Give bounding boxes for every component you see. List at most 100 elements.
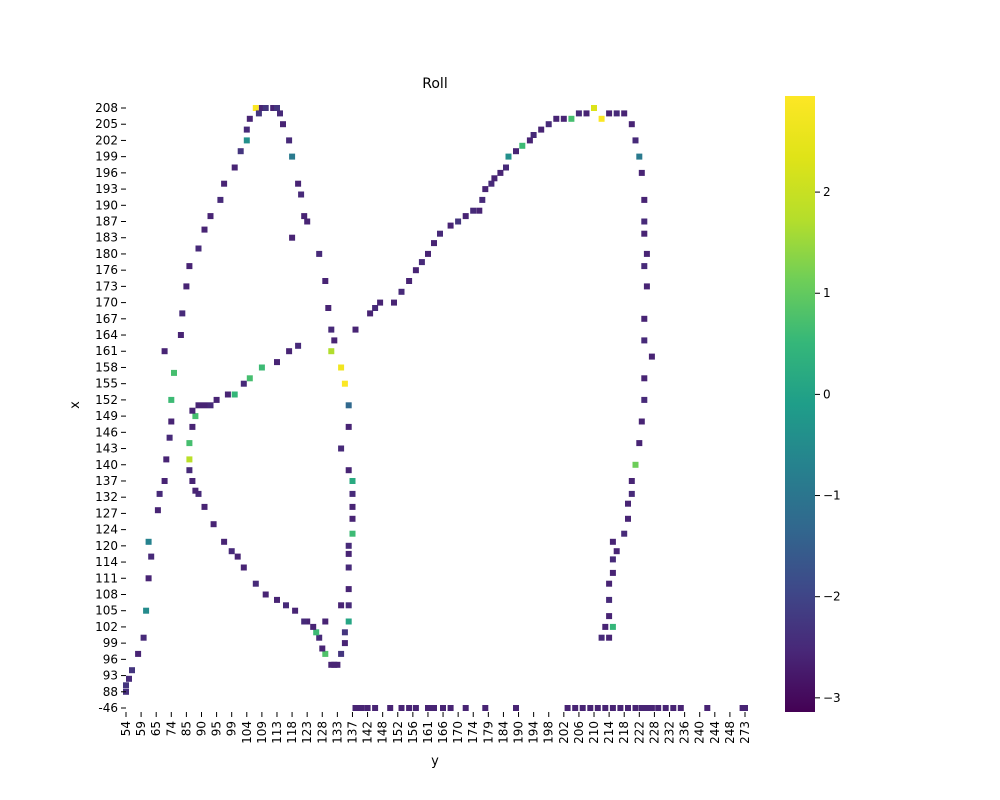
heatmap-cell bbox=[594, 705, 601, 711]
heatmap-cell bbox=[270, 105, 277, 111]
heatmap-cell bbox=[240, 380, 247, 387]
heatmap-cell bbox=[648, 705, 655, 711]
heatmap-cell bbox=[210, 521, 217, 528]
heatmap-cell bbox=[462, 213, 469, 220]
heatmap-cell bbox=[145, 575, 152, 582]
y-tick-label: 152 bbox=[95, 393, 118, 407]
y-tick-label: 196 bbox=[95, 166, 118, 180]
y-tick-label: -46 bbox=[98, 701, 118, 715]
heatmap-cell bbox=[352, 705, 359, 711]
heatmap-cell bbox=[641, 396, 648, 403]
x-tick-label: 59 bbox=[134, 721, 148, 736]
colorbar-tick-label: 1 bbox=[823, 286, 831, 300]
heatmap-cell bbox=[447, 705, 454, 711]
heatmap-cell bbox=[568, 115, 575, 122]
heatmap-cell bbox=[513, 705, 519, 711]
heatmap-cell bbox=[341, 640, 348, 647]
colorbar-tick-label: −3 bbox=[823, 691, 841, 705]
y-tick-label: 120 bbox=[95, 539, 118, 553]
heatmap-cell bbox=[497, 169, 504, 176]
heatmap-cell bbox=[171, 369, 177, 376]
x-tick-label: 65 bbox=[149, 721, 163, 736]
heatmap-cell bbox=[195, 402, 202, 409]
heatmap-cell bbox=[482, 705, 489, 711]
x-tick-label: 152 bbox=[391, 721, 405, 744]
heatmap-cell bbox=[286, 348, 293, 355]
heatmap-cell bbox=[255, 110, 262, 117]
y-tick-label: 111 bbox=[95, 571, 118, 585]
heatmap-cell bbox=[636, 440, 643, 447]
heatmap-cell bbox=[447, 222, 454, 229]
x-tick-label: 206 bbox=[572, 721, 586, 744]
y-tick-label: 143 bbox=[95, 442, 118, 456]
heatmap-cell bbox=[598, 115, 605, 122]
heatmap-cell bbox=[123, 682, 129, 689]
y-tick-label: 105 bbox=[95, 604, 118, 618]
heatmap-cell bbox=[186, 440, 193, 447]
y-tick-label: 137 bbox=[95, 474, 118, 488]
heatmap-cell bbox=[166, 434, 173, 441]
x-tick-label: 248 bbox=[723, 721, 737, 744]
chart-title: Roll bbox=[422, 76, 447, 92]
x-axis-label: y bbox=[431, 754, 439, 769]
heatmap-cell bbox=[163, 456, 170, 463]
heatmap-cell bbox=[476, 207, 483, 214]
heatmap-cell bbox=[641, 337, 648, 344]
heatmap-cell bbox=[358, 705, 365, 711]
heatmap-cell bbox=[161, 348, 168, 355]
heatmap-cell bbox=[145, 538, 152, 545]
heatmap-cell bbox=[126, 675, 132, 682]
heatmap-cell bbox=[364, 705, 371, 711]
heatmap-cell bbox=[258, 364, 265, 371]
heatmap-cell bbox=[377, 299, 384, 306]
heatmap-cell bbox=[295, 342, 302, 349]
heatmap-cell bbox=[391, 299, 397, 306]
heatmap-cell bbox=[345, 467, 352, 474]
plot-area bbox=[123, 105, 748, 711]
heatmap-cell bbox=[617, 705, 624, 711]
heatmap-cell bbox=[609, 623, 616, 630]
heatmap-cell bbox=[628, 121, 635, 128]
heatmap-cell bbox=[168, 396, 175, 403]
heatmap-cell bbox=[217, 196, 224, 203]
heatmap-cell bbox=[338, 650, 345, 657]
x-tick-label: 240 bbox=[693, 721, 707, 744]
heatmap-cell bbox=[140, 634, 147, 641]
heatmap-cell bbox=[252, 580, 259, 587]
heatmap-cell bbox=[186, 467, 193, 474]
y-tick-label: 149 bbox=[95, 409, 118, 423]
heatmap-cell bbox=[319, 645, 326, 652]
heatmap-cell bbox=[638, 169, 645, 176]
y-tick-label: 190 bbox=[95, 198, 118, 212]
heatmap-cell bbox=[609, 556, 616, 563]
heatmap-cell bbox=[240, 564, 247, 571]
heatmap-cell bbox=[328, 348, 335, 355]
heatmap-cell bbox=[301, 618, 308, 625]
x-tick-label: 174 bbox=[466, 721, 480, 744]
heatmap-cell bbox=[201, 226, 208, 233]
heatmap-cell bbox=[289, 153, 296, 160]
heatmap-cell bbox=[625, 500, 631, 507]
y-tick-label: 164 bbox=[95, 328, 118, 342]
heatmap-cell bbox=[213, 396, 220, 403]
heatmap-cell bbox=[195, 490, 202, 497]
heatmap-cell bbox=[538, 126, 545, 133]
heatmap-cell bbox=[328, 661, 335, 668]
heatmap-cell bbox=[560, 115, 567, 122]
heatmap-cell bbox=[224, 391, 231, 398]
heatmap-cell bbox=[425, 705, 431, 711]
heatmap-cell bbox=[289, 234, 296, 241]
heatmap-cell bbox=[482, 186, 489, 193]
heatmap-cell bbox=[183, 283, 190, 290]
heatmap-cell bbox=[168, 418, 175, 425]
x-tick-label: 74 bbox=[164, 721, 178, 736]
heatmap-cell bbox=[349, 503, 356, 510]
y-tick-label: 158 bbox=[95, 360, 118, 374]
heatmap-cell bbox=[325, 305, 332, 311]
heatmap-cell bbox=[479, 196, 486, 203]
heatmap-cell bbox=[553, 115, 560, 122]
heatmap-cell bbox=[283, 602, 289, 609]
heatmap-cell bbox=[345, 550, 352, 557]
x-tick-label: 148 bbox=[376, 721, 390, 744]
heatmap-cell bbox=[189, 423, 196, 430]
